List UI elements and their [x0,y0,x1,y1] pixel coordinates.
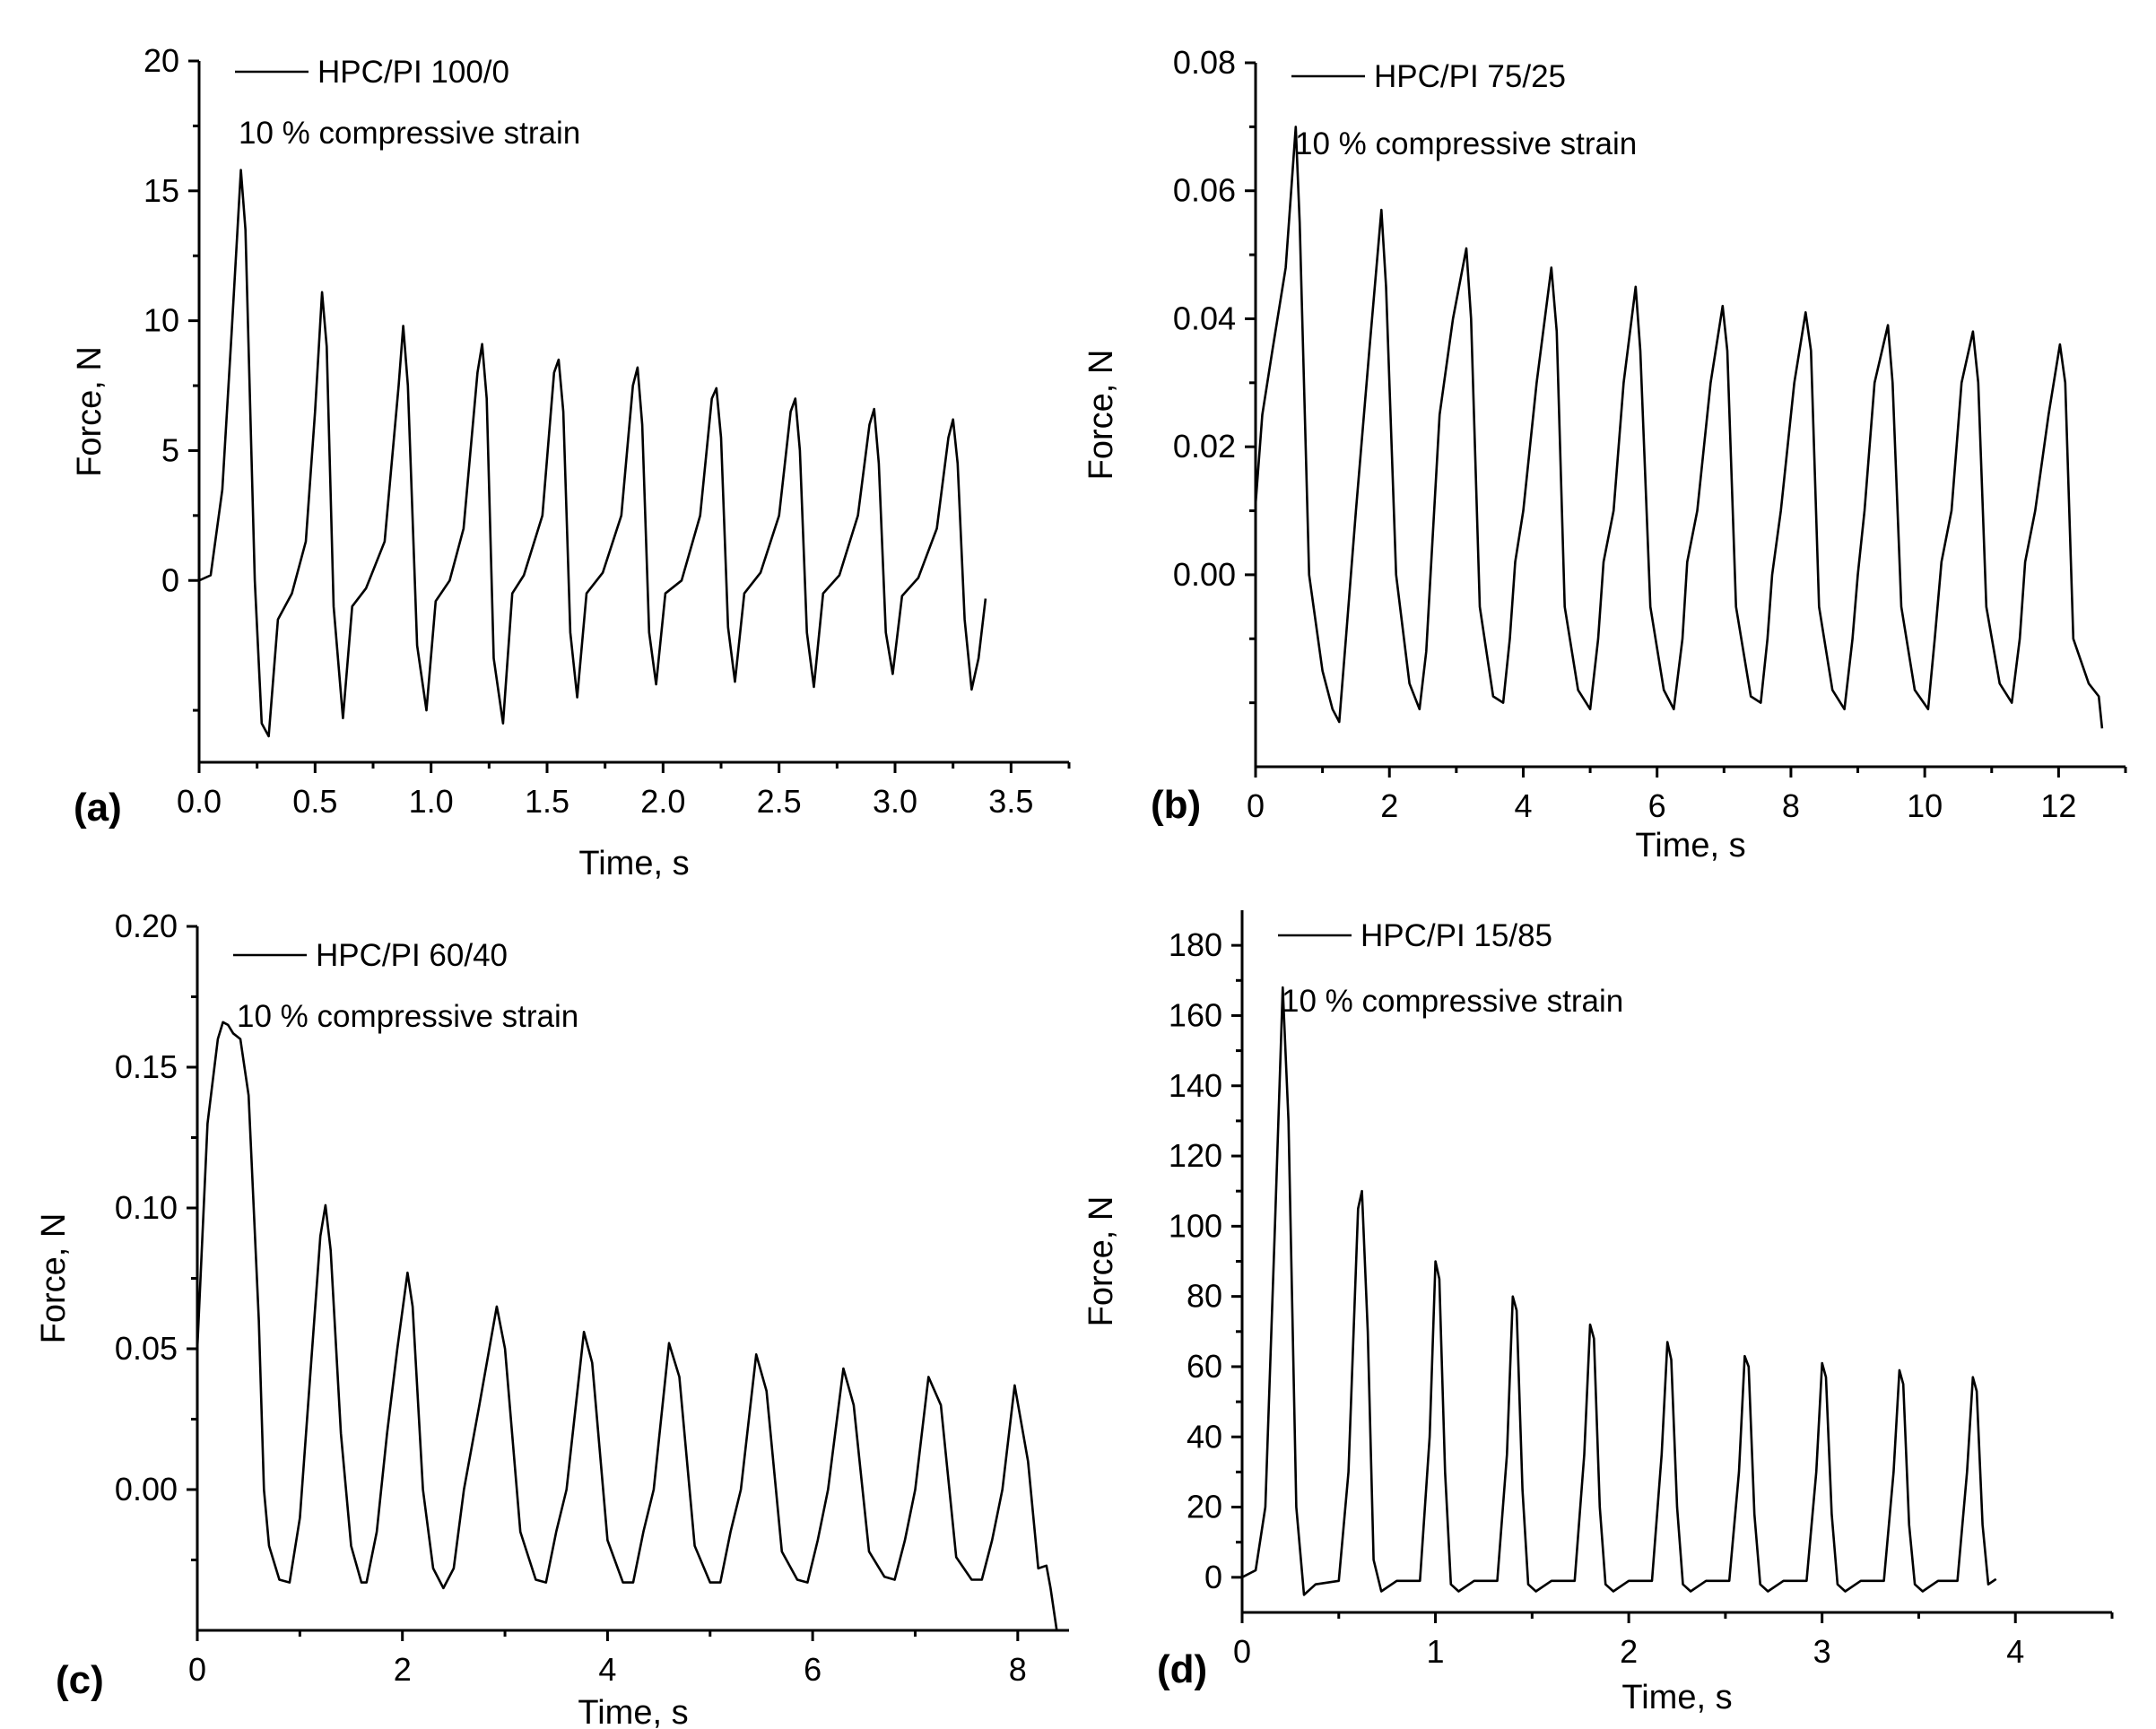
y-axis-label: Force, N [71,346,109,477]
annotation-strain: 10 % compressive strain [1282,984,1623,1019]
x-tick-label: 3 [1813,1633,1831,1670]
y-tick-label: 0 [1204,1559,1222,1595]
y-tick-label: 0 [161,561,179,598]
y-tick-label: 120 [1169,1137,1222,1174]
x-axis-label: Time, s [1621,1679,1732,1716]
y-tick-label: 140 [1169,1067,1222,1104]
x-tick-label: 8 [1009,1651,1027,1688]
x-tick-label: 1.5 [525,783,569,820]
y-tick-label: 0.06 [1173,172,1236,209]
panel-a: 0.0 0.5 1.0 1.5 2.0 2.5 3.0 3.5 0 5 10 15 20 Time, s F… [71,42,1071,882]
y-tick-label: 15 [143,172,179,209]
y-tick-label: 0.00 [1173,556,1236,593]
x-tick-label: 4 [1514,787,1532,824]
panel-label: (a) [74,786,122,830]
y-tick-label: 180 [1169,926,1222,963]
x-tick-label: 10 [1907,787,1943,824]
annotation-strain: 10 % compressive strain [239,116,580,151]
x-axis-label: Time, s [578,845,689,882]
x-tick-label: 2.0 [640,783,685,820]
y-tick-label: 0.15 [115,1048,178,1085]
series-line [1241,986,1997,1596]
legend-entry: HPC/PI 15/85 [1361,918,1552,953]
x-tick-label: 2.5 [757,783,802,820]
y-axis-label: Force, N [1082,350,1120,481]
y-tick-label: 0.05 [115,1330,178,1367]
y-tick-label: 20 [1187,1489,1222,1525]
y-tick-label: 0.10 [115,1189,178,1226]
x-tick-label: 2 [1380,787,1398,824]
x-tick-label: 2 [394,1651,412,1688]
panel-c: 0 2 4 6 8 0.00 0.05 0.10 0.15 0.20 Time, s Force, N… [35,908,1069,1729]
x-tick-label: 3.5 [988,783,1033,820]
x-axis-label: Time, s [578,1694,688,1729]
y-tick-label: 0.08 [1173,44,1236,81]
x-tick-label: 0.5 [292,783,337,820]
y-tick-label: 40 [1187,1418,1222,1455]
y-tick-label: 20 [143,42,179,79]
x-tick-label: 6 [804,1651,822,1688]
annotation-strain: 10 % compressive strain [1295,126,1637,161]
y-tick-label: 0.04 [1173,300,1236,336]
x-tick-label: 0 [188,1651,206,1688]
series-line [1254,126,2104,729]
y-tick-label: 80 [1187,1278,1222,1315]
x-tick-label: 6 [1648,787,1666,824]
series-line [198,169,987,738]
y-tick-label: 0.02 [1173,428,1236,465]
x-tick-label: 0.0 [177,783,222,820]
panel-label: (b) [1151,783,1201,827]
x-tick-label: 4 [2006,1633,2024,1670]
legend-entry: HPC/PI 100/0 [317,55,509,90]
y-tick-label: 10 [143,302,179,339]
x-tick-label: 8 [1782,787,1800,824]
x-tick-label: 1 [1427,1633,1445,1670]
x-tick-label: 3.0 [873,783,917,820]
panel-b: 0 2 4 6 8 10 12 0.00 0.02 0.04 0.06 0.08 Time, s Forc… [1082,44,2127,864]
series-line [196,1021,1058,1631]
x-tick-label: 12 [2040,787,2076,824]
x-tick-label: 0 [1247,787,1265,824]
legend-entry: HPC/PI 60/40 [316,938,508,973]
x-tick-label: 0 [1233,1633,1251,1670]
y-axis-label: Force, N [35,1213,73,1344]
y-axis-label: Force, N [1082,1196,1120,1327]
annotation-strain: 10 % compressive strain [237,999,578,1034]
x-axis-label: Time, s [1635,827,1745,864]
y-tick-label: 160 [1169,996,1222,1033]
y-tick-label: 0.00 [115,1471,178,1507]
x-tick-label: 1.0 [409,783,454,820]
x-tick-label: 2 [1620,1633,1638,1670]
y-tick-label: 60 [1187,1348,1222,1385]
panel-label: (d) [1157,1647,1207,1691]
x-tick-label: 4 [598,1651,616,1688]
panel-label: (c) [56,1658,104,1702]
legend-entry: HPC/PI 75/25 [1374,59,1566,94]
y-tick-label: 5 [161,431,179,468]
y-tick-label: 0.20 [115,908,178,944]
y-tick-label: 100 [1169,1207,1222,1244]
